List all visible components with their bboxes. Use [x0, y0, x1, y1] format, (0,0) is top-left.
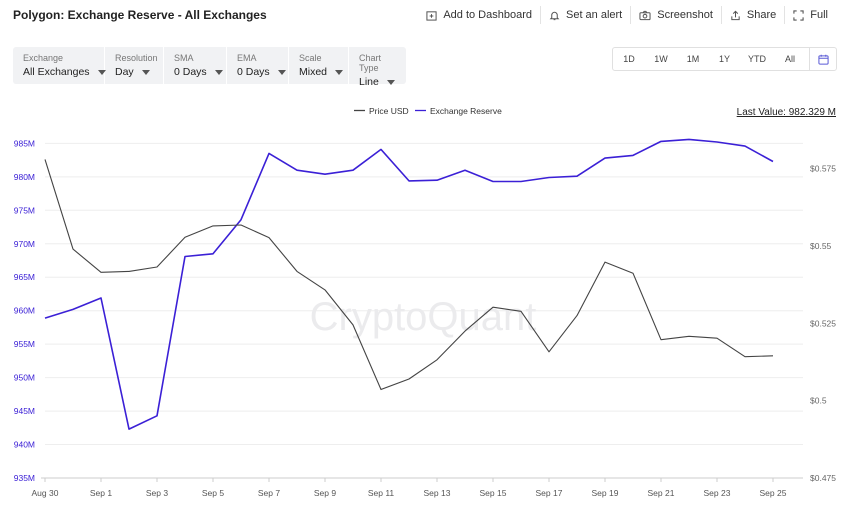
resolution-select-value: Day	[115, 66, 134, 78]
time-range-selector: 1D 1W 1M 1Y YTD All	[612, 47, 837, 71]
sma-select-value: 0 Days	[174, 66, 207, 78]
series-line-exchange-reserve	[44, 138, 774, 430]
share-label: Share	[746, 9, 777, 21]
scale-select[interactable]: Scale Mixed	[289, 47, 349, 84]
screenshot-button[interactable]: Screenshot	[630, 6, 721, 24]
calendar-icon	[817, 54, 829, 65]
resolution-select[interactable]: Resolution Day	[105, 47, 164, 84]
x-tick-label: Sep 11	[368, 488, 395, 498]
chevron-down-icon	[277, 69, 286, 75]
y-left-tick-label: 985M	[14, 138, 35, 148]
x-tick-label: Aug 30	[32, 488, 59, 498]
chart-header: Polygon: Exchange Reserve - All Exchange…	[0, 0, 850, 32]
x-tick-label: Sep 1	[90, 488, 112, 498]
range-ytd-button[interactable]: YTD	[748, 54, 766, 64]
screenshot-label: Screenshot	[657, 9, 713, 21]
add-to-dashboard-button[interactable]: Add to Dashboard	[418, 6, 540, 24]
set-alert-label: Set an alert	[565, 9, 623, 21]
chevron-down-icon	[97, 69, 106, 75]
x-tick-label: Sep 7	[258, 488, 280, 498]
x-tick-label: Sep 17	[536, 488, 563, 498]
y-left-tick-label: 975M	[14, 205, 35, 215]
chart-controls: Exchange All Exchanges Resolution Day SM…	[13, 47, 406, 88]
range-1w-button[interactable]: 1W	[654, 54, 668, 64]
chart-type-select-value: Line	[359, 76, 379, 88]
range-1m-button[interactable]: 1M	[686, 54, 700, 64]
chevron-down-icon	[214, 69, 223, 75]
ema-select-value: 0 Days	[237, 66, 270, 78]
scale-select-label: Scale	[299, 53, 322, 63]
scale-select-value: Mixed	[299, 66, 328, 78]
x-tick-label: Sep 25	[760, 488, 787, 498]
y-left-tick-label: 970M	[14, 239, 35, 249]
y-left-tick-label: 965M	[14, 272, 35, 282]
set-alert-button[interactable]: Set an alert	[539, 6, 630, 24]
x-tick-label: Sep 3	[146, 488, 168, 498]
ema-select[interactable]: EMA 0 Days	[227, 47, 289, 84]
watermark: CryptoQuant	[310, 295, 537, 339]
y-right-tick-label: $0.475	[810, 473, 836, 483]
x-tick-label: Sep 23	[704, 488, 731, 498]
chevron-down-icon	[335, 69, 344, 75]
chart-type-select[interactable]: Chart Type Line	[349, 47, 406, 88]
series-line-price-usd	[44, 159, 774, 391]
x-tick-label: Sep 9	[314, 488, 336, 498]
y-right-tick-label: $0.575	[810, 164, 836, 174]
resolution-select-label: Resolution	[115, 53, 158, 63]
sma-select-label: SMA	[174, 53, 194, 63]
bell-icon	[549, 11, 560, 20]
y-right-tick-label: $0.55	[810, 241, 832, 251]
y-left-tick-label: 935M	[14, 473, 35, 483]
y-left-tick-label: 945M	[14, 406, 35, 416]
range-all-button[interactable]: All	[784, 54, 795, 64]
share-button[interactable]: Share	[720, 6, 784, 24]
x-tick-label: Sep 15	[480, 488, 507, 498]
x-tick-label: Sep 19	[592, 488, 619, 498]
x-tick-label: Sep 5	[202, 488, 224, 498]
last-value-label: Last Value: 982.329 M	[737, 107, 836, 118]
y-left-tick-label: 950M	[14, 373, 35, 383]
action-toolbar: Add to Dashboard Set an alert Screenshot…	[418, 6, 836, 24]
chart-type-select-label: Chart Type	[359, 53, 382, 73]
add-to-dashboard-label: Add to Dashboard	[443, 9, 532, 21]
add-to-dashboard-icon	[426, 10, 437, 21]
chevron-down-icon	[386, 79, 395, 85]
fullscreen-button[interactable]: Full	[784, 6, 836, 24]
date-picker-button[interactable]	[809, 48, 836, 70]
y-left-tick-label: 955M	[14, 339, 35, 349]
range-1y-button[interactable]: 1Y	[718, 54, 730, 64]
legend-price-label: Price USD	[369, 106, 409, 116]
exchange-select-value: All Exchanges	[23, 66, 90, 78]
chart-area: CryptoQuant Price USD Exchange Reserve L…	[14, 106, 837, 498]
fullscreen-label: Full	[810, 9, 828, 21]
exchange-select-label: Exchange	[23, 53, 64, 63]
y-left-tick-label: 940M	[14, 440, 35, 450]
x-tick-label: Sep 13	[424, 488, 451, 498]
y-right-tick-label: $0.5	[810, 396, 827, 406]
y-left-tick-label: 960M	[14, 306, 35, 316]
share-icon	[731, 10, 740, 20]
legend-reserve-label: Exchange Reserve	[430, 106, 502, 116]
chevron-down-icon	[141, 69, 150, 75]
exchange-select[interactable]: Exchange All Exchanges	[13, 47, 106, 84]
ema-select-label: EMA	[237, 53, 257, 63]
x-tick-label: Sep 21	[648, 488, 675, 498]
camera-icon	[639, 10, 651, 20]
fullscreen-icon	[793, 9, 804, 21]
range-1d-button[interactable]: 1D	[623, 54, 635, 64]
chart-legend: Price USD Exchange Reserve	[354, 106, 502, 116]
y-left-tick-label: 980M	[14, 172, 35, 182]
sma-select[interactable]: SMA 0 Days	[164, 47, 227, 84]
y-right-tick-label: $0.525	[810, 318, 836, 328]
page-title: Polygon: Exchange Reserve - All Exchange…	[13, 8, 267, 22]
